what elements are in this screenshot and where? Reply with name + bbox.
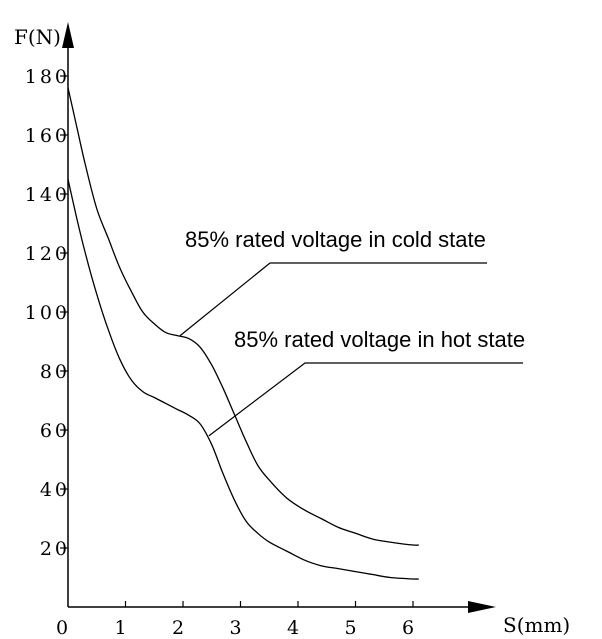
y-tick-label: 160 bbox=[25, 125, 70, 147]
axes bbox=[62, 22, 496, 613]
y-tick-label: 20 bbox=[40, 538, 70, 560]
series bbox=[67, 87, 419, 580]
y-tick-label: 60 bbox=[40, 420, 70, 442]
cold-state-curve bbox=[67, 87, 419, 546]
x-axis-arrow bbox=[468, 601, 496, 613]
hot-state-annotation: 85% rated voltage in hot state bbox=[234, 327, 525, 352]
cold-state-leader-line bbox=[179, 262, 487, 337]
x-tick-label: 4 bbox=[287, 617, 299, 639]
y-tick-label: 180 bbox=[25, 66, 70, 88]
annotations: 85% rated voltage in cold state 85% rated… bbox=[179, 227, 525, 437]
hot-state-leader-line bbox=[208, 362, 523, 437]
x-tick-label: 1 bbox=[114, 617, 126, 639]
ticks: 0 1 2 3 4 5 6 20 40 60 80 100 120 140 160 180 bbox=[25, 66, 414, 639]
x-axis-label: S(mm) bbox=[503, 613, 570, 637]
x-tick-label: 6 bbox=[402, 617, 414, 639]
y-tick-label: 140 bbox=[25, 184, 70, 206]
y-tick-label: 80 bbox=[40, 361, 70, 383]
x-tick-label: 5 bbox=[344, 617, 356, 639]
y-tick-label: 120 bbox=[25, 243, 70, 265]
hot-state-curve bbox=[67, 179, 419, 580]
y-axis-label: F(N) bbox=[14, 25, 61, 49]
x-tick-label: 2 bbox=[172, 617, 184, 639]
y-tick-label: 100 bbox=[25, 302, 70, 324]
x-tick-label: 3 bbox=[229, 617, 241, 639]
x-tick-label: 0 bbox=[56, 617, 68, 639]
y-tick-label: 40 bbox=[40, 479, 70, 501]
cold-state-annotation: 85% rated voltage in cold state bbox=[185, 227, 486, 252]
y-axis-arrow bbox=[62, 22, 74, 48]
